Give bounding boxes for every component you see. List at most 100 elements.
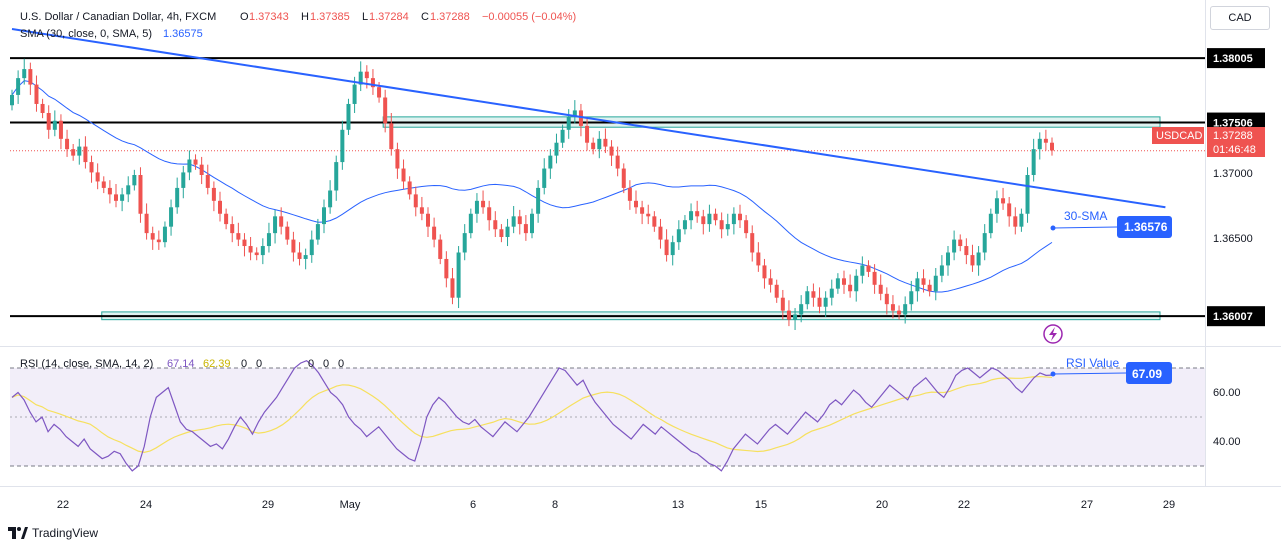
candle-body <box>364 71 369 79</box>
candle-body <box>585 125 590 143</box>
candle-body <box>646 213 651 217</box>
date-tick-3: May <box>340 499 361 511</box>
candle-body <box>83 146 88 163</box>
candle-body <box>878 284 883 294</box>
candle-body <box>254 252 259 256</box>
candle-body <box>762 265 767 279</box>
ohlc-high-label: H <box>301 11 309 23</box>
candle-body <box>756 252 761 266</box>
rsi-extra-1: 0 <box>241 358 247 370</box>
candle-body <box>144 213 149 234</box>
lightning-icon[interactable] <box>1043 324 1063 344</box>
candle-body <box>725 224 730 230</box>
price-tick-137000: 1.37000 <box>1213 168 1253 180</box>
candle-body <box>346 103 351 130</box>
candle-body <box>615 155 620 169</box>
candle-body <box>946 252 950 266</box>
candle-body <box>774 284 779 298</box>
candle-body <box>530 213 534 234</box>
candle-body <box>554 142 559 156</box>
rsi-badge-bg[interactable] <box>1126 362 1172 384</box>
candle-body <box>664 239 669 256</box>
candle-body <box>982 233 987 253</box>
price-tick-136500: 1.36500 <box>1213 233 1253 245</box>
candle-body <box>377 87 382 98</box>
date-tick-10: 27 <box>1081 499 1093 511</box>
candle-body <box>126 185 131 195</box>
candle-body <box>28 69 33 85</box>
symbol-tag-bg <box>1152 127 1204 144</box>
candle-body <box>481 200 486 208</box>
candle-body <box>493 220 498 230</box>
candle-body <box>676 229 681 243</box>
candle-body <box>322 207 326 225</box>
date-axis[interactable]: 22 24 29 May 6 8 13 15 20 22 27 29 <box>57 499 1175 511</box>
candle-body <box>738 213 742 221</box>
candle-body <box>799 304 804 315</box>
candle-body <box>52 120 57 130</box>
candle-body <box>964 246 969 256</box>
candle-body <box>670 242 675 256</box>
candle-body <box>903 304 908 315</box>
candle-body <box>597 138 602 150</box>
sma-annotation-line <box>1052 226 1118 229</box>
candle-body <box>1025 175 1030 214</box>
candle-body <box>315 224 320 240</box>
rsi-legend-value: 67.14 <box>167 358 195 370</box>
date-tick-8: 20 <box>876 499 888 511</box>
rsi-legend: RSI (14, close, SMA, 14, 2) <box>20 358 153 370</box>
candle-body <box>713 213 718 221</box>
candle-body <box>890 304 895 311</box>
level-tag-2: 1.36007 <box>1213 311 1253 323</box>
candle-body <box>285 226 290 240</box>
candle-body <box>34 84 39 104</box>
level-tag-1: 1.37506 <box>1213 118 1253 130</box>
candle-body <box>658 226 663 240</box>
candle-body <box>487 207 492 221</box>
candle-body <box>224 213 229 225</box>
ohlc-low: 1.37284 <box>369 11 409 23</box>
sma-badge: 1.36576 <box>1124 220 1168 234</box>
candle-body <box>719 220 724 230</box>
price-pane[interactable] <box>0 0 1205 345</box>
sma-badge-bg[interactable] <box>1117 216 1172 238</box>
candle-body <box>578 110 583 126</box>
candle-body <box>444 258 449 279</box>
candle-body <box>279 216 284 227</box>
candle-body <box>933 275 938 292</box>
candle-body <box>328 190 333 208</box>
candle-body <box>897 310 902 315</box>
date-tick-1: 24 <box>140 499 152 511</box>
candle-body <box>848 284 853 292</box>
candle-body <box>101 181 106 188</box>
rsi-ma-legend-value: 62.39 <box>203 358 231 370</box>
candle-body <box>731 213 736 225</box>
candle-body <box>536 187 541 214</box>
pair-title: U.S. Dollar / Canadian Dollar, 4h, FXCM <box>20 11 216 23</box>
candle-body <box>609 146 614 156</box>
candle-body <box>823 297 828 307</box>
sma-annotation-label: 30-SMA <box>1064 209 1107 223</box>
candle-body <box>701 216 706 225</box>
candle-body <box>915 278 920 292</box>
rsi-annotation-label: RSI Value <box>1066 356 1119 370</box>
candle-body <box>566 116 571 130</box>
currency-selector[interactable]: CAD <box>1210 6 1270 30</box>
candle-body <box>352 84 357 104</box>
date-tick-0: 22 <box>57 499 69 511</box>
rsi-annotation-line <box>1052 372 1127 375</box>
candle-body <box>156 239 161 243</box>
candle-body <box>297 252 302 259</box>
trendline[interactable] <box>11 28 1166 209</box>
sma-line <box>11 80 1053 293</box>
candle-body <box>695 211 700 217</box>
candle-body <box>921 278 926 285</box>
candle-body <box>248 246 253 253</box>
rsi-line <box>11 359 1053 472</box>
date-tick-7: 15 <box>755 499 767 511</box>
candle-body <box>456 252 461 298</box>
candle-body <box>1019 213 1024 227</box>
candle-body <box>205 175 210 188</box>
